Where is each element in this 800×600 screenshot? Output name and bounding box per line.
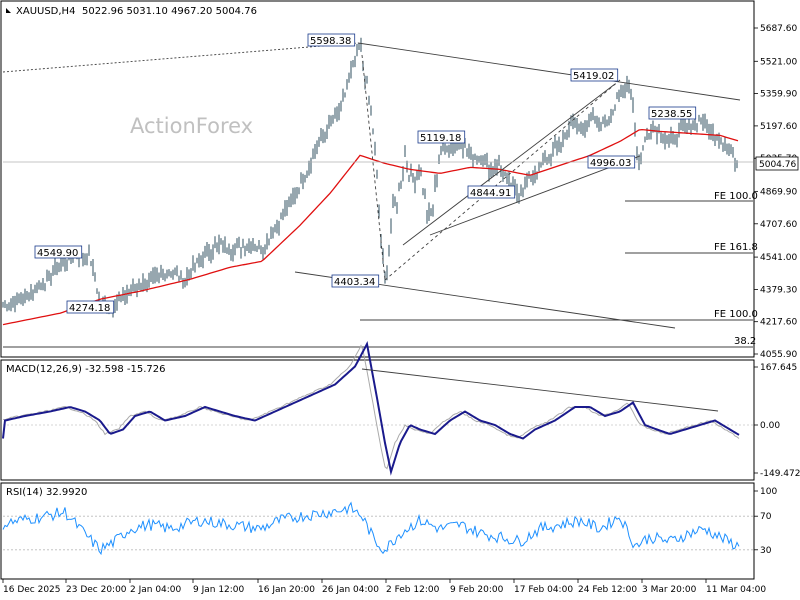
macd-signal-line [2, 344, 740, 470]
level-label: 4844.91 [470, 188, 511, 199]
time-tick-label: 16 Jan 20:00 [258, 585, 315, 595]
time-tick-label: 9 Jan 12:00 [193, 585, 245, 595]
level-label-box [66, 300, 115, 314]
level-label-box [331, 274, 380, 288]
time-tick-label: 24 Feb 12:00 [578, 585, 637, 595]
current-price-text: 5004.76 [759, 160, 796, 170]
time-tick-label: 17 Feb 04:00 [514, 585, 573, 595]
dashed-drop-line [361, 54, 386, 281]
macd-panel-frame [0, 359, 755, 481]
macd-line [2, 340, 740, 476]
level-label-box [417, 130, 466, 144]
level-label: 5419.02 [573, 71, 614, 82]
fe-label: 38.2 [734, 336, 756, 347]
time-tick-label: 26 Jan 04:00 [322, 585, 379, 595]
rising-channel-upper [402, 83, 616, 246]
price-tick-label: 4217.60 [760, 318, 797, 328]
price-tick-label: 5197.60 [760, 122, 797, 132]
time-tick-label: 2 Feb 12:00 [386, 585, 440, 595]
rsi-panel-frame [0, 482, 755, 580]
time-tick-label: 23 Dec 20:00 [66, 585, 127, 595]
ohlc-label: 5022.96 5031.10 4967.20 5004.76 [82, 6, 257, 17]
level-label: 4996.03 [590, 158, 631, 169]
level-labels: 5598.38 5419.02 5238.55 5119.18 4996.03 4844.… [34, 33, 758, 347]
macd-divergence-line [361, 368, 719, 412]
price-tick-label: 4707.60 [760, 220, 797, 230]
level-label: 4403.34 [334, 277, 375, 288]
level-label: 5238.55 [651, 109, 692, 120]
price-tick-label: 4541.00 [760, 253, 797, 263]
draw-layer [2, 37, 753, 556]
level-label: 4549.90 [37, 248, 78, 259]
level-label-box [34, 245, 83, 259]
price-tick-label: 4055.90 [760, 350, 797, 360]
fe-label: FE 161.8 [714, 242, 758, 253]
level-label: 5598.38 [310, 36, 351, 47]
macd-title: MACD(12,26,9) -32.598 -15.726 [6, 364, 166, 375]
price-axis: 5687.605521.005359.905197.605035.704869.… [754, 24, 797, 360]
rsi-title: RSI(14) 32.9920 [6, 487, 87, 498]
level-label-box [648, 106, 697, 120]
level-label-box [467, 185, 516, 199]
time-tick-label: 3 Mar 20:00 [642, 585, 697, 595]
macd-tick-label: -149.472 [760, 469, 800, 479]
time-axis: 16 Dec 2025 23 Dec 20:00 2 Jan 04:00 9 Jan … [2, 579, 766, 595]
rsi-tick-label: 100 [760, 487, 777, 497]
price-tick-label: 5687.60 [760, 24, 797, 34]
symbol-label: XAUUSD,H4 [16, 6, 75, 17]
fe-label: FE 100.0 [714, 309, 758, 320]
macd-tick-label: 167.645 [760, 363, 797, 373]
header: XAUUSD,H4 5022.96 5031.10 4967.20 5004.7… [6, 6, 257, 17]
rsi-line [2, 501, 740, 556]
rising-channel-lower [429, 155, 641, 236]
current-price-badge: 5004.76 [755, 156, 799, 171]
moving-average-line [2, 128, 739, 326]
macd-axis: 167.645 0.00 -149.472 [754, 363, 800, 479]
macd-tick-label: 0.00 [760, 421, 780, 431]
collapse-triangle-icon[interactable] [6, 8, 11, 13]
level-label: 5119.18 [420, 133, 461, 144]
dotted-trendline [2, 42, 359, 73]
fe-label: FE 100.0 [714, 191, 758, 202]
rsi-tick-label: 30 [760, 546, 772, 556]
rsi-tick-label: 70 [760, 512, 772, 522]
level-label-box [587, 155, 636, 169]
price-tick-label: 4869.90 [760, 187, 797, 197]
level-label-box [307, 33, 356, 47]
watermark: ActionForex [130, 114, 253, 138]
upper-channel-line [357, 42, 741, 101]
level-label: 4274.18 [69, 303, 110, 314]
time-tick-label: 16 Dec 2025 [3, 585, 61, 595]
level-label-box [570, 68, 619, 82]
rsi-axis: 100 70 30 [754, 487, 777, 556]
time-tick-label: 2 Jan 04:00 [130, 585, 182, 595]
time-tick-label: 11 Mar 04:00 [706, 585, 766, 595]
price-tick-label: 4379.30 [760, 285, 797, 295]
price-tick-label: 5359.90 [760, 89, 797, 99]
price-tick-label: 5521.00 [760, 57, 797, 67]
time-tick-label: 9 Feb 20:00 [450, 585, 504, 595]
